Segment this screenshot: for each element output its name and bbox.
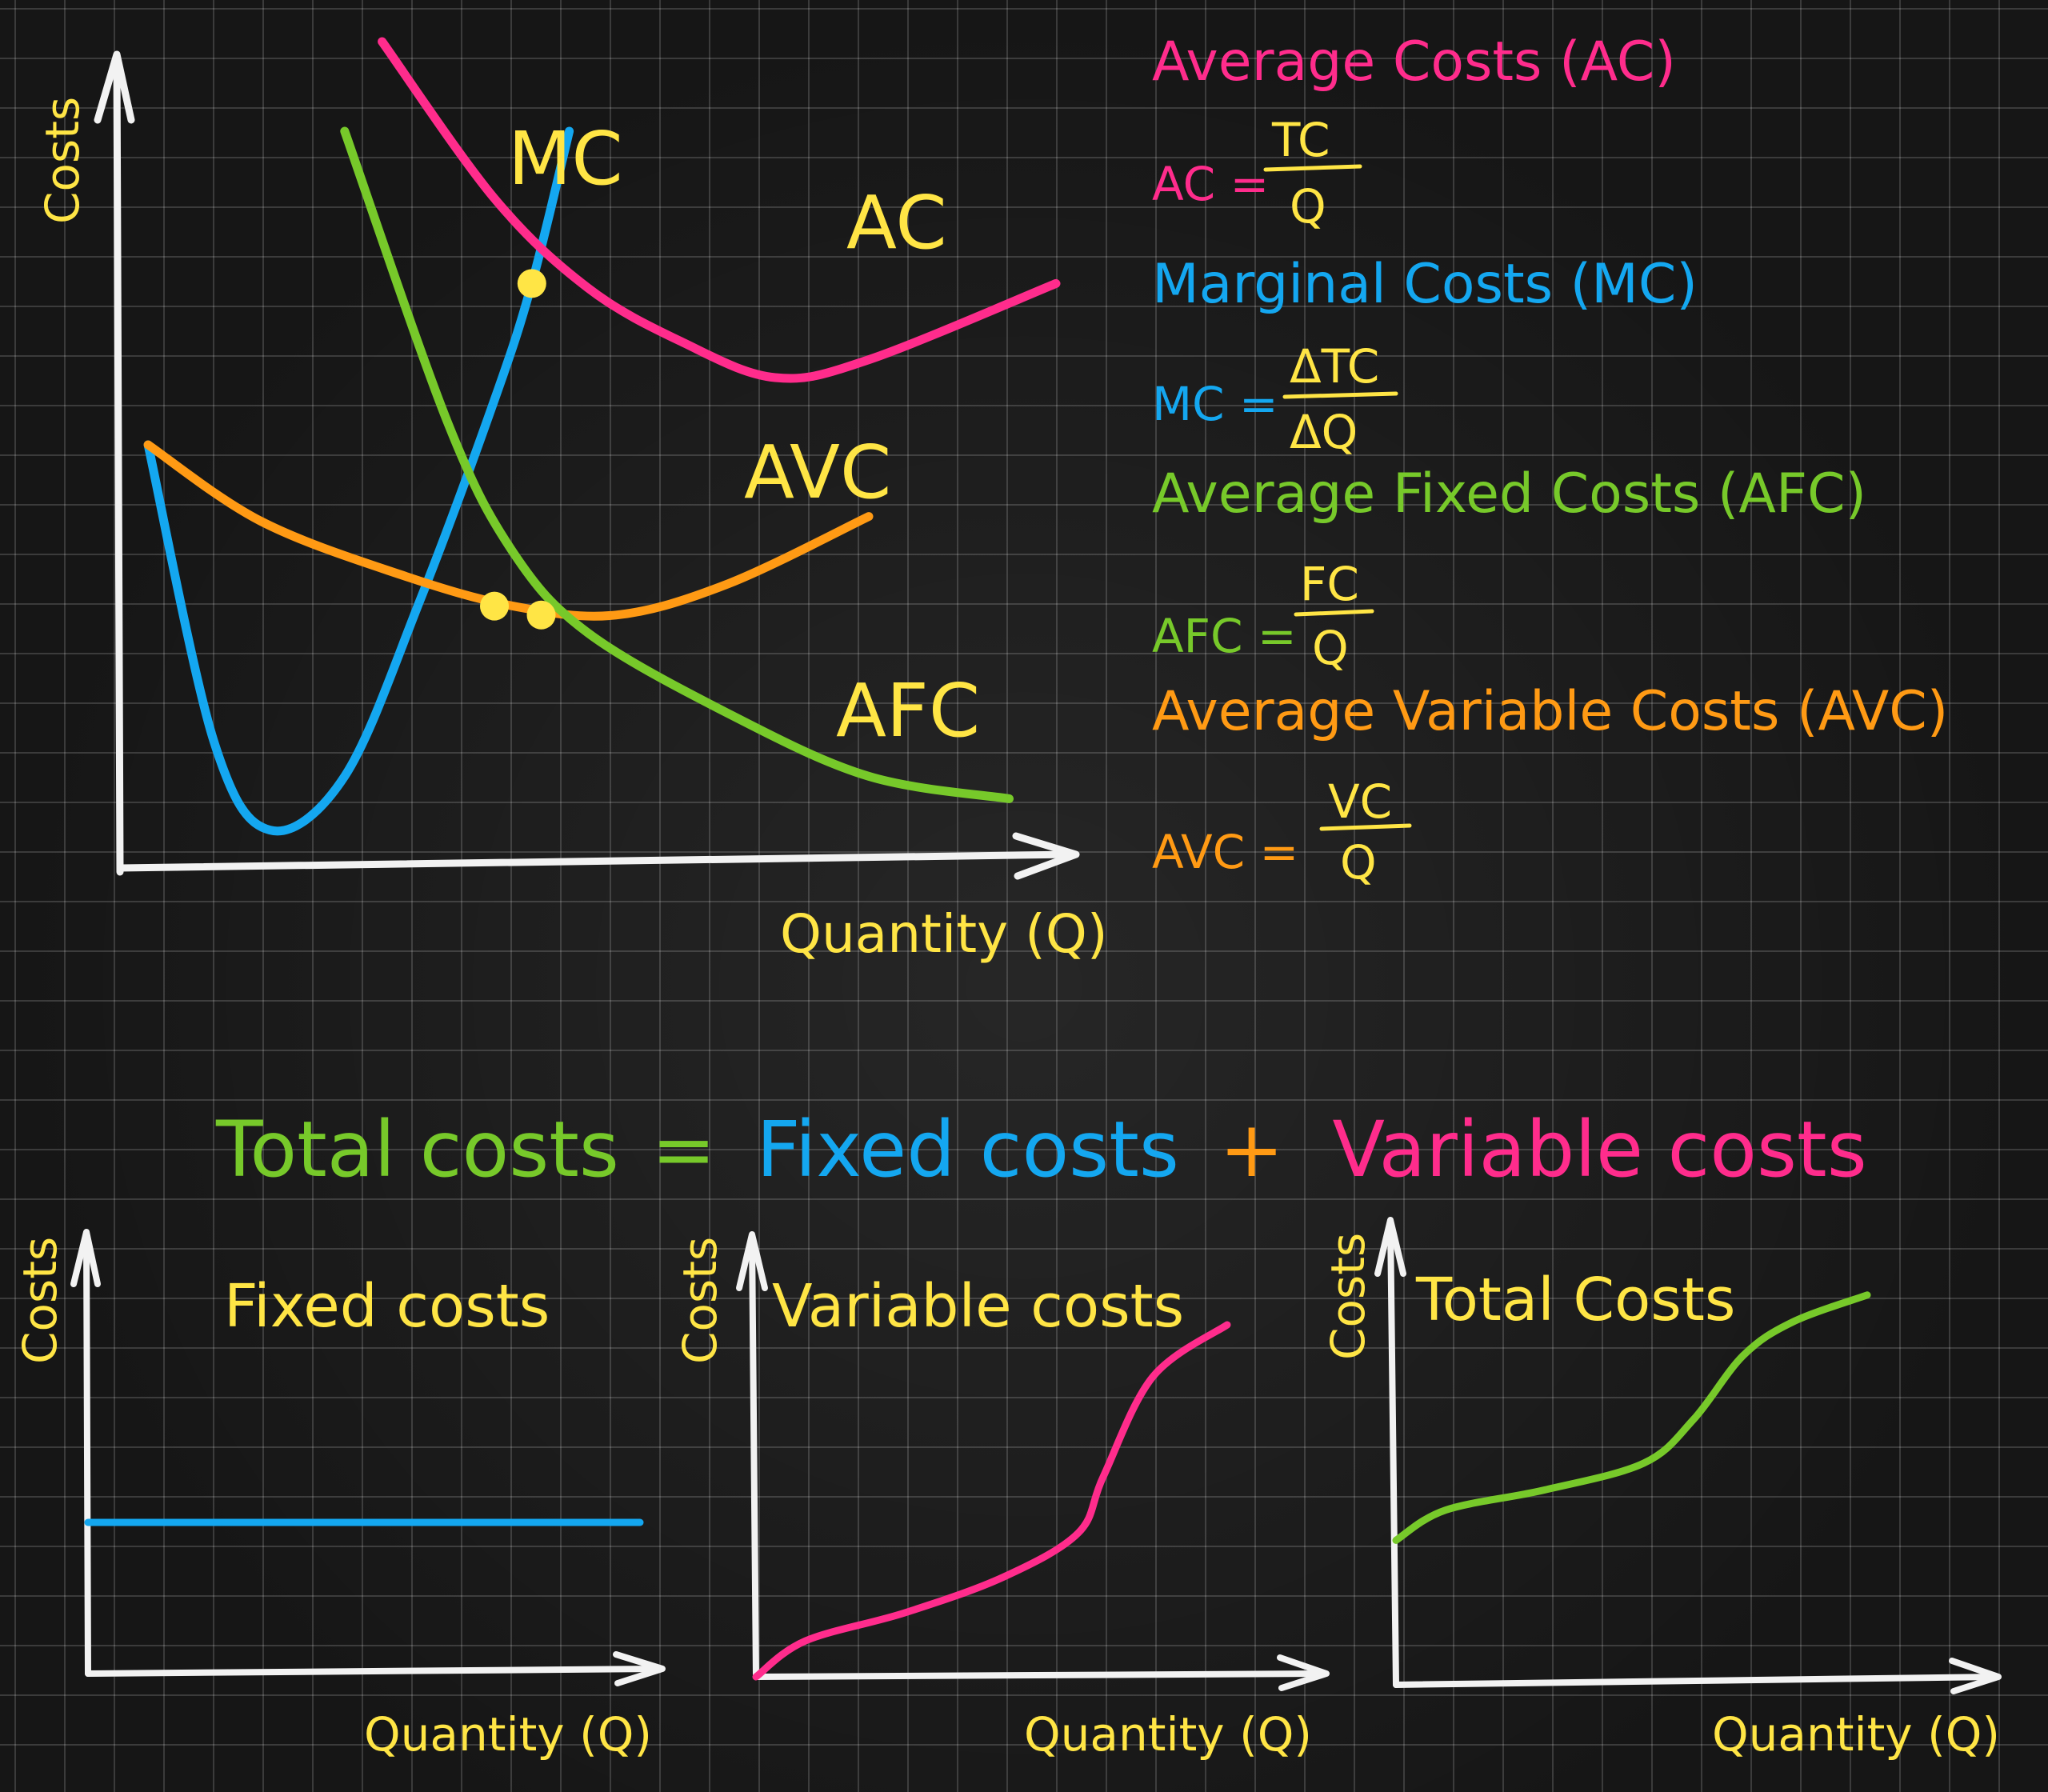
- fixed-x-axis-arrow: [613, 1651, 666, 1686]
- equation-variable-costs: Variable costs: [1332, 1105, 1866, 1194]
- total-y-axis: [1387, 1221, 1399, 1688]
- ac-formula-denominator: Q: [1290, 179, 1326, 234]
- main-y-axis-label: Costs: [35, 97, 90, 224]
- fixed-chart-title: Fixed costs: [224, 1272, 550, 1341]
- mc-fraction-bar: [1282, 391, 1398, 399]
- main-y-axis-arrow: [94, 50, 135, 124]
- mc-formula-lhs: MC =: [1152, 377, 1278, 431]
- fixed-y-axis-label: Costs: [13, 1237, 67, 1364]
- small-chart-total: Costs Total Costs Quantity (Q): [1321, 1217, 2002, 1762]
- afc-formula-numerator: FC: [1300, 557, 1359, 611]
- avc-fraction-bar: [1319, 823, 1412, 831]
- equation-equals: =: [651, 1105, 715, 1194]
- afc-fraction-bar: [1294, 609, 1374, 617]
- afc-definition-title: Average Fixed Costs (AFC): [1152, 462, 1866, 526]
- variable-y-axis-label: Costs: [673, 1237, 727, 1364]
- small-chart-variable: Costs Variable costs Quantity (Q): [673, 1231, 1330, 1762]
- intersection-point-3: [526, 600, 556, 630]
- ac-label: AC: [846, 180, 947, 266]
- definitions-panel: Average Costs (AC) AC = TC Q Marginal Co…: [1152, 30, 1948, 890]
- main-chart: [94, 50, 1080, 880]
- equation-fixed-costs: Fixed costs: [756, 1105, 1178, 1194]
- afc-label: AFC: [836, 668, 980, 754]
- small-chart-fixed: Costs Fixed costs Quantity (Q): [13, 1229, 666, 1762]
- variable-y-axis-arrow: [736, 1231, 768, 1291]
- variable-x-axis: [753, 1670, 1327, 1680]
- main-x-axis: [116, 850, 1076, 872]
- variable-chart-title: Variable costs: [772, 1272, 1184, 1341]
- afc-curve: [340, 126, 1014, 803]
- variable-x-axis-label: Quantity (Q): [1024, 1707, 1312, 1762]
- ac-formula-numerator: TC: [1271, 113, 1330, 167]
- equation-total-costs: Total costs: [215, 1105, 619, 1194]
- avc-formula-denominator: Q: [1340, 835, 1377, 890]
- total-x-axis-label: Quantity (Q): [1712, 1707, 2000, 1762]
- main-x-axis-label: Quantity (Q): [780, 903, 1108, 965]
- total-x-axis-arrow: [1949, 1658, 2002, 1694]
- intersection-point-1: [517, 269, 546, 298]
- avc-formula-numerator: VC: [1328, 774, 1392, 829]
- variable-y-axis: [749, 1235, 759, 1680]
- fixed-x-axis-label: Quantity (Q): [364, 1707, 652, 1762]
- fixed-y-axis-arrow: [70, 1229, 101, 1287]
- variable-costs-curve: [752, 1321, 1231, 1681]
- ac-fraction-bar: [1263, 164, 1362, 172]
- ac-definition-title: Average Costs (AC): [1152, 30, 1676, 94]
- avc-definition-title: Average Variable Costs (AVC): [1152, 680, 1948, 743]
- mc-definition-title: Marginal Costs (MC): [1152, 253, 1698, 316]
- main-chart-curves: [143, 37, 1061, 836]
- total-y-axis-label: Costs: [1321, 1233, 1375, 1360]
- total-chart-title: Total Costs: [1415, 1266, 1735, 1334]
- main-chart-intersections: [480, 269, 556, 630]
- total-costs-curve: [1392, 1291, 1871, 1544]
- mc-label: MC: [508, 116, 623, 202]
- variable-x-axis-arrow: [1277, 1654, 1330, 1691]
- intersection-point-2: [480, 591, 509, 621]
- avc-curve: [143, 440, 874, 621]
- mc-formula-denominator: ΔQ: [1290, 405, 1358, 459]
- ac-curve: [378, 37, 1061, 383]
- total-y-axis-arrow: [1374, 1217, 1406, 1277]
- avc-formula-lhs: AVC =: [1152, 825, 1298, 879]
- main-y-axis: [113, 52, 124, 876]
- mc-formula-numerator: ΔTC: [1290, 339, 1379, 394]
- total-costs-equation: Total costs = Fixed costs + Variable cos…: [215, 1105, 1867, 1194]
- fixed-x-axis: [85, 1666, 663, 1677]
- fixed-y-axis: [83, 1233, 91, 1677]
- total-x-axis: [1393, 1674, 1999, 1688]
- afc-formula-lhs: AFC =: [1152, 609, 1297, 663]
- avc-label: AVC: [744, 430, 891, 515]
- equation-plus: +: [1219, 1105, 1283, 1194]
- ac-formula-lhs: AC =: [1152, 157, 1269, 211]
- main-x-axis-arrow: [1012, 832, 1080, 880]
- mc-curve: [143, 126, 574, 836]
- afc-formula-denominator: Q: [1312, 621, 1349, 675]
- small-chart-curves: [84, 1291, 1871, 1681]
